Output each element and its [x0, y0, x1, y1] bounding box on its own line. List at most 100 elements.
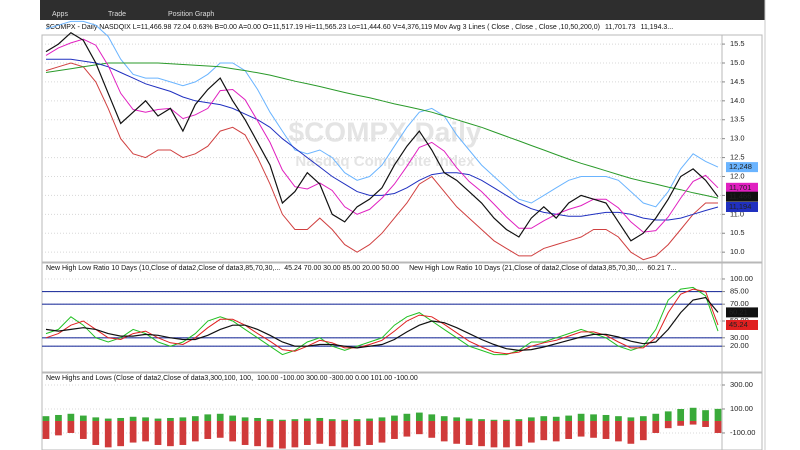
series-line	[45, 286, 719, 356]
bar	[552, 420, 560, 442]
y-tick-label: 14.0	[730, 96, 745, 105]
last-value-label: 60.21	[729, 307, 748, 316]
y-tick-label: -100.00	[730, 428, 755, 437]
bar	[55, 414, 62, 421]
toolbar	[40, 0, 765, 20]
y-tick-label: 13.5	[730, 115, 745, 124]
bar	[328, 419, 336, 421]
last-value-box	[726, 182, 758, 193]
bar	[204, 414, 212, 421]
bar	[440, 416, 448, 421]
bar	[403, 413, 411, 421]
bar	[216, 420, 224, 438]
toolbar-item[interactable]: Apps	[52, 11, 68, 18]
y-tick-label: 70.00	[730, 299, 749, 308]
bar	[664, 420, 672, 429]
bar	[291, 419, 299, 421]
title-values: 100.00 -100.00 300.00 -300.00 0.00 101.0…	[257, 375, 418, 382]
bar	[366, 418, 373, 421]
bar	[254, 420, 261, 447]
bar	[378, 420, 386, 443]
bar	[353, 420, 361, 447]
bar	[55, 420, 62, 436]
title-value: 11,194.3...	[641, 24, 674, 31]
bar	[266, 420, 274, 448]
bar	[503, 419, 510, 421]
bar	[702, 420, 709, 427]
bar	[639, 420, 647, 441]
panel	[41, 262, 763, 373]
y-tick-label: 12.5	[730, 153, 745, 162]
series-line	[45, 62, 719, 199]
bar	[316, 417, 324, 421]
bar	[129, 416, 137, 421]
bar	[67, 420, 75, 433]
bar	[303, 420, 311, 445]
bar	[129, 420, 137, 443]
panel-title: New High Low Ratio 10 Days (10,Close of …	[46, 265, 280, 272]
bar	[328, 420, 336, 447]
y-tick-label: 10.0	[730, 247, 745, 256]
bar	[79, 420, 87, 439]
bar	[552, 416, 560, 421]
y-tick-label: 11.0	[730, 209, 744, 218]
y-tick-label: 15.5	[730, 39, 745, 48]
title-value: 11,701.73	[605, 24, 636, 31]
bar	[627, 420, 635, 444]
bar	[154, 420, 162, 445]
toolbar-item[interactable]: Trade	[108, 11, 126, 18]
bar	[615, 420, 622, 442]
last-value-label: 11,194	[729, 202, 751, 211]
bar	[303, 418, 311, 421]
bar	[403, 420, 411, 437]
bar	[341, 420, 349, 448]
panel-title: New High Low Ratio 10 Days (21,Close of …	[409, 265, 643, 272]
bar	[590, 414, 597, 421]
series-line	[45, 31, 719, 242]
bar	[515, 419, 523, 421]
panel	[41, 372, 763, 450]
bar	[229, 415, 237, 421]
bar	[142, 420, 149, 442]
bar	[453, 417, 461, 421]
bar	[515, 420, 523, 447]
bar	[378, 417, 386, 421]
bar	[465, 420, 473, 445]
bar	[577, 420, 585, 437]
bar	[204, 420, 212, 439]
title-values: 45.24 70.00 30.00 85.00 20.00 50.00	[284, 265, 399, 272]
bar	[104, 418, 112, 421]
bar	[490, 420, 498, 448]
bar	[341, 419, 349, 421]
bar	[279, 420, 286, 449]
bar	[627, 417, 635, 421]
bar	[565, 415, 573, 421]
bar	[503, 420, 510, 448]
bar	[241, 420, 249, 445]
watermark: Nasdaq Composite Index	[295, 153, 475, 170]
toolbar-item[interactable]: Position Graph	[168, 11, 214, 18]
bar	[702, 410, 709, 421]
bar	[527, 420, 535, 443]
bar	[677, 408, 685, 421]
title-values: 60.21 7...	[647, 265, 676, 272]
last-value-box	[726, 319, 758, 330]
bar	[179, 417, 187, 421]
bar	[540, 416, 548, 421]
y-tick-label: 13.0	[730, 134, 745, 143]
bar	[428, 414, 436, 421]
bar	[104, 420, 112, 448]
panel-title: $COMPX - Daily NASDQIX L=11,466.98 72.04…	[46, 24, 600, 31]
bar	[254, 417, 261, 421]
bar	[615, 416, 622, 421]
bar	[689, 407, 697, 421]
bar	[117, 420, 125, 447]
series-line	[45, 20, 719, 208]
bar	[316, 420, 324, 444]
bar	[179, 420, 187, 445]
bar	[577, 413, 585, 421]
bar	[391, 420, 398, 439]
bar	[478, 420, 485, 447]
